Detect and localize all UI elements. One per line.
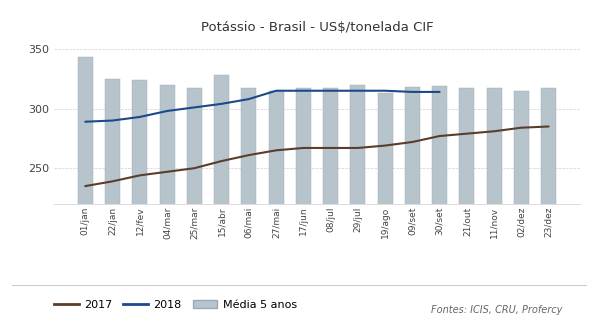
Bar (187, 89, 202, 329)
Bar (323, 89, 338, 329)
Bar (78, 57, 93, 329)
Bar (350, 85, 365, 329)
Bar (105, 79, 120, 329)
Bar (214, 75, 229, 329)
Bar (541, 89, 556, 329)
Text: Fontes: ICIS, CRU, Profercy: Fontes: ICIS, CRU, Profercy (431, 305, 562, 315)
Bar (432, 86, 447, 329)
Title: Potássio - Brasil - US$/tonelada CIF: Potássio - Brasil - US$/tonelada CIF (200, 21, 434, 34)
Bar (269, 91, 283, 329)
Bar (132, 80, 147, 329)
Legend: 2017, 2018, Média 5 anos: 2017, 2018, Média 5 anos (54, 300, 297, 310)
Bar (459, 89, 474, 329)
Bar (405, 87, 420, 329)
Bar (160, 85, 175, 329)
Bar (487, 89, 502, 329)
Bar (377, 93, 392, 329)
Bar (242, 89, 257, 329)
Bar (514, 91, 529, 329)
Bar (296, 89, 311, 329)
